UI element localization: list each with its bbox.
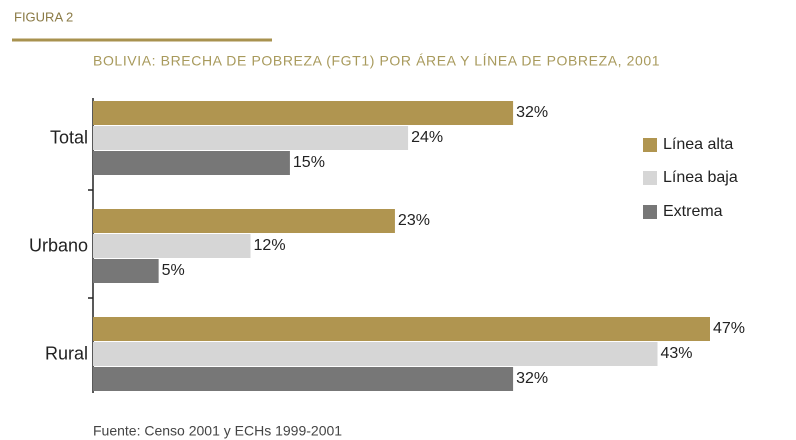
value-label: 23%: [398, 212, 430, 229]
bar: [93, 342, 658, 366]
category-label: Rural: [45, 343, 88, 363]
bar: [93, 151, 290, 175]
bar: [93, 317, 710, 341]
bar: [93, 101, 514, 125]
category-label: Total: [50, 127, 88, 147]
value-label: 32%: [516, 104, 548, 121]
bar: [93, 259, 159, 283]
legend-swatch: [643, 138, 657, 152]
bar: [93, 234, 251, 258]
value-label: 24%: [411, 129, 443, 146]
legend-label: Línea baja: [663, 169, 738, 186]
bar: [93, 209, 395, 233]
value-label: 43%: [660, 345, 692, 362]
legend-swatch: [643, 171, 657, 185]
category-label: Urbano: [29, 235, 88, 255]
figure-label: FIGURA 2: [14, 9, 73, 24]
chart-title: BOLIVIA: BRECHA DE POBREZA (FGT1) POR ÁR…: [93, 53, 660, 69]
legend-swatch: [643, 205, 657, 219]
source-note: Fuente: Censo 2001 y ECHs 1999-2001: [93, 423, 342, 439]
value-label: 12%: [254, 237, 286, 254]
bar: [93, 126, 409, 150]
legend-label: Línea alta: [663, 136, 733, 153]
value-label: 15%: [293, 154, 325, 171]
value-label: 5%: [162, 262, 185, 279]
bar: [93, 367, 514, 391]
value-label: 32%: [516, 370, 548, 387]
legend-label: Extrema: [663, 203, 723, 220]
value-label: 47%: [713, 320, 745, 337]
